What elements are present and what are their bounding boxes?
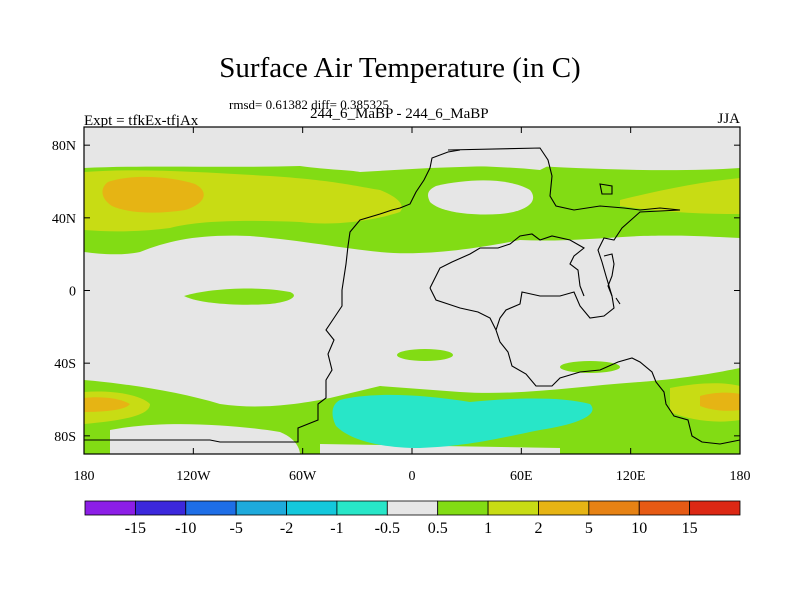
- southern-ocean-orange-east: [700, 392, 740, 411]
- antarctic-grey-center: [320, 444, 560, 454]
- colorbar-swatch: [134, 500, 187, 516]
- colorbar-swatch: [588, 500, 640, 516]
- colorbar-swatch: [487, 500, 539, 516]
- colorbar-label: -0.5: [375, 520, 400, 537]
- japan-coastline: [615, 297, 621, 305]
- arctic-grey: [420, 148, 560, 170]
- north-pacific-core: [102, 176, 204, 213]
- colorbar-label: 0.5: [428, 520, 448, 537]
- colorbar-swatch: [185, 500, 237, 516]
- x-tick-label: 60W: [289, 469, 317, 484]
- x-tick-label: 60E: [510, 469, 533, 484]
- season-label: JJA: [717, 111, 740, 127]
- axis-ticks: [83, 127, 741, 454]
- x-tick-label: 120E: [616, 469, 646, 484]
- colorbar-swatch: [689, 500, 741, 516]
- colorbar-label: 2: [534, 520, 542, 537]
- colorbar-label: 10: [631, 520, 647, 537]
- colorbar-label: 5: [585, 520, 593, 537]
- y-tick-label: 80S: [54, 430, 76, 445]
- colorbar-swatch: [386, 500, 439, 516]
- chart-title: Surface Air Temperature (in C): [219, 52, 581, 84]
- shaded-field: [84, 127, 740, 454]
- stats-label: rmsd= 0.61382 diff= 0.385325: [229, 97, 389, 112]
- colorbar-swatch: [437, 500, 489, 516]
- colorbar-label: -1: [330, 520, 343, 537]
- coastlines: [84, 147, 741, 445]
- colorbar-swatch: [336, 500, 388, 516]
- x-tick-label: 180: [730, 469, 751, 484]
- y-tick-label: 80N: [52, 139, 76, 154]
- y-tick-label: 40S: [54, 357, 76, 372]
- experiment-label: Expt = tfkEx-tfjAx: [84, 113, 199, 129]
- colorbar-label: -2: [280, 520, 293, 537]
- colorbar-label: -5: [229, 520, 242, 537]
- x-tick-label: 180: [74, 469, 95, 484]
- eurasia-interior: [428, 180, 534, 215]
- colorbar-label: -15: [125, 520, 146, 537]
- colorbar-swatch: [286, 500, 338, 516]
- colorbar-labels: -15 -10 -5 -2 -1 -0.5 0.5 1 2 5 10 15: [125, 520, 698, 537]
- x-tick-label: 0: [409, 469, 416, 484]
- axis-tick-labels: 180 120W 60W 0 60E 120E 180 80N 40N 0 40S 80S: [52, 139, 751, 484]
- arctic-island-coastline: [599, 183, 613, 195]
- colorbar-label: 1: [484, 520, 492, 537]
- middle-east-coastline: [429, 233, 585, 297]
- colorbar-label: 15: [682, 520, 698, 537]
- antarctic-grey-west: [110, 424, 300, 454]
- colorbar-swatch: [84, 500, 136, 516]
- colorbar: [84, 500, 741, 516]
- southern-ocean-orange-west: [84, 397, 130, 412]
- tropical-patch-atlantic: [397, 349, 453, 361]
- case-label: 244_6_MaBP - 244_6_MaBP: [310, 106, 489, 122]
- eurasia-africa-coastline: [447, 147, 741, 445]
- antarctic-cooling: [332, 394, 593, 448]
- colorbar-swatch: [235, 500, 287, 516]
- tropical-band: [184, 288, 294, 305]
- colorbar-swatch: [638, 500, 691, 516]
- africa-west-coastline: [429, 287, 497, 331]
- nh-yellow-band-east: [620, 178, 740, 214]
- colorbar-label: -10: [175, 520, 196, 537]
- tropical-patch-indian: [560, 361, 620, 373]
- asia-east-coastline: [603, 253, 615, 297]
- colorbar-swatch: [538, 500, 590, 516]
- x-tick-label: 120W: [176, 469, 211, 484]
- y-tick-label: 0: [69, 285, 76, 300]
- y-tick-label: 40N: [52, 212, 76, 227]
- americas-coastline: [84, 149, 461, 443]
